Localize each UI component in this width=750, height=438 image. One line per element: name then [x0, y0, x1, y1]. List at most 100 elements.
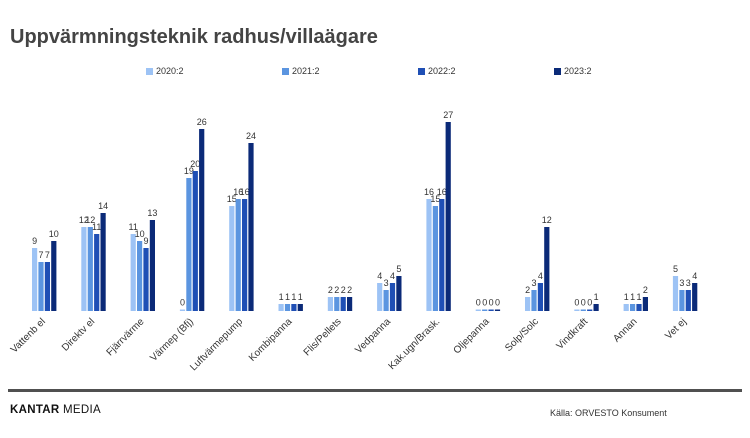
- data-label: 0: [489, 298, 494, 308]
- bar-flis-pellets-2020-2: [327, 297, 333, 311]
- source-note: Källa: ORVESTO Konsument: [550, 408, 667, 418]
- x-tick-label: Kak.ugn/Brask.: [387, 316, 443, 372]
- brand-logo: KANTAR MEDIA: [10, 404, 101, 416]
- bar-oljepanna-2021-2: [482, 309, 488, 311]
- x-tick-label: Flis/Pellets: [302, 316, 344, 358]
- x-tick-label: Fjärrvärme: [105, 316, 147, 358]
- data-label: 1: [298, 292, 303, 302]
- data-label: 0: [581, 298, 586, 308]
- data-label: 3: [679, 278, 684, 288]
- brand-part2: MEDIA: [63, 404, 101, 416]
- data-label: 4: [538, 271, 543, 281]
- bar-annan-2020-2: [623, 304, 629, 311]
- bar-v-rmep-bfj-2020-2: [179, 309, 186, 311]
- data-label: 3: [531, 278, 536, 288]
- data-label: 12: [85, 215, 95, 225]
- data-label: 10: [135, 229, 145, 239]
- bar-kombipanna-2021-2: [284, 304, 291, 311]
- bar-vattenb-el-2023-2: [51, 241, 57, 311]
- data-label: 4: [377, 271, 382, 281]
- data-label: 0: [476, 298, 481, 308]
- data-label: 15: [227, 194, 237, 204]
- data-label: 11: [92, 222, 101, 232]
- x-tick-label: Vedpanna: [353, 316, 393, 356]
- data-label: 24: [246, 131, 256, 141]
- chart-title: Uppvärmningsteknik radhus/villaägare: [10, 26, 378, 48]
- data-label: 1: [636, 292, 641, 302]
- legend-label: 2023:2: [564, 66, 592, 76]
- data-label: 9: [32, 236, 37, 246]
- data-label: 1: [594, 292, 599, 302]
- data-label: 16: [424, 187, 434, 197]
- data-label: 16: [233, 187, 243, 197]
- x-tick-label: Vindkraft: [555, 316, 591, 352]
- bar-fj-rrv-rme-2022-2: [143, 248, 149, 311]
- bar-v-rmep-bfj-2022-2: [192, 171, 198, 311]
- data-label: 0: [495, 298, 500, 308]
- bar-solp-solc-2021-2: [531, 290, 537, 311]
- data-label: 5: [396, 264, 401, 274]
- x-tick-label: Kombipanna: [247, 316, 295, 364]
- bar-fj-rrv-rme-2020-2: [130, 234, 136, 311]
- bar-kombipanna-2020-2: [278, 304, 284, 311]
- data-label: 5: [673, 264, 678, 274]
- legend-item-2022-2: 2022:2: [418, 66, 456, 76]
- bar-vattenb-el-2021-2: [38, 262, 44, 311]
- bar-vindkraft-2021-2: [580, 309, 586, 311]
- bar-vet-ej-2021-2: [679, 290, 685, 311]
- data-label: 1: [630, 292, 635, 302]
- bar-annan-2021-2: [630, 304, 636, 311]
- bar-vedpanna-2020-2: [377, 283, 383, 311]
- bar-solp-solc-2020-2: [525, 297, 531, 311]
- data-label: 10: [49, 229, 59, 239]
- data-label: 7: [45, 250, 50, 260]
- data-label: 2: [347, 285, 352, 295]
- bar-flis-pellets-2023-2: [347, 297, 353, 311]
- x-tick-label: Solp/Solc: [503, 316, 541, 354]
- bar-oljepanna-2023-2: [494, 309, 501, 311]
- bar-kak-ugn-brask-2020-2: [426, 199, 432, 311]
- data-label: 15: [430, 194, 440, 204]
- data-label: 3: [686, 278, 691, 288]
- bar-fj-rrv-rme-2023-2: [149, 220, 155, 311]
- legend-item-2020-2: 2020:2: [146, 66, 184, 76]
- legend: 2020:2 2021:2 2022:2 2023:2: [0, 66, 750, 82]
- data-label: 4: [692, 271, 697, 281]
- data-label: 1: [279, 292, 284, 302]
- bar-fj-rrv-rme-2021-2: [137, 241, 143, 311]
- bar-solp-solc-2022-2: [537, 283, 543, 311]
- legend-swatch: [282, 67, 289, 75]
- bar-vet-ej-2023-2: [692, 283, 698, 311]
- data-label: 9: [143, 236, 148, 246]
- bar-flis-pellets-2021-2: [334, 297, 340, 311]
- bar-oljepanna-2020-2: [475, 309, 481, 311]
- bar-direktv-el-2022-2: [94, 234, 100, 311]
- x-tick-label: Vattenb el: [9, 316, 48, 355]
- bar-vindkraft-2023-2: [593, 304, 599, 311]
- data-label: 0: [587, 298, 592, 308]
- data-label: 12: [79, 215, 89, 225]
- bar-luftv-rmepump-2023-2: [248, 143, 254, 311]
- bar-luftv-rmepump-2020-2: [229, 206, 235, 311]
- bar-kombipanna-2023-2: [297, 304, 303, 311]
- bar-vedpanna-2023-2: [396, 276, 402, 311]
- data-label: 11: [129, 222, 138, 232]
- bar-kak-ugn-brask-2022-2: [439, 199, 445, 311]
- data-label: 2: [341, 285, 346, 295]
- data-label: 0: [180, 298, 185, 308]
- bar-vindkraft-2022-2: [587, 309, 593, 311]
- data-label: 13: [147, 208, 157, 218]
- x-tick-label: Direktv el: [60, 316, 97, 353]
- legend-label: 2021:2: [292, 66, 320, 76]
- bar-flis-pellets-2022-2: [340, 297, 346, 311]
- x-tick-label: Vet ej: [663, 316, 688, 341]
- bar-vet-ej-2022-2: [685, 290, 691, 311]
- data-label: 16: [240, 187, 250, 197]
- bar-direktv-el-2020-2: [81, 227, 87, 311]
- bar-v-rmep-bfj-2021-2: [186, 178, 192, 311]
- data-label: 1: [285, 292, 290, 302]
- bar-annan-2022-2: [636, 304, 642, 311]
- bar-luftv-rmepump-2021-2: [235, 199, 241, 311]
- brand-part1: KANTAR: [10, 404, 60, 416]
- bar-annan-2023-2: [642, 297, 648, 311]
